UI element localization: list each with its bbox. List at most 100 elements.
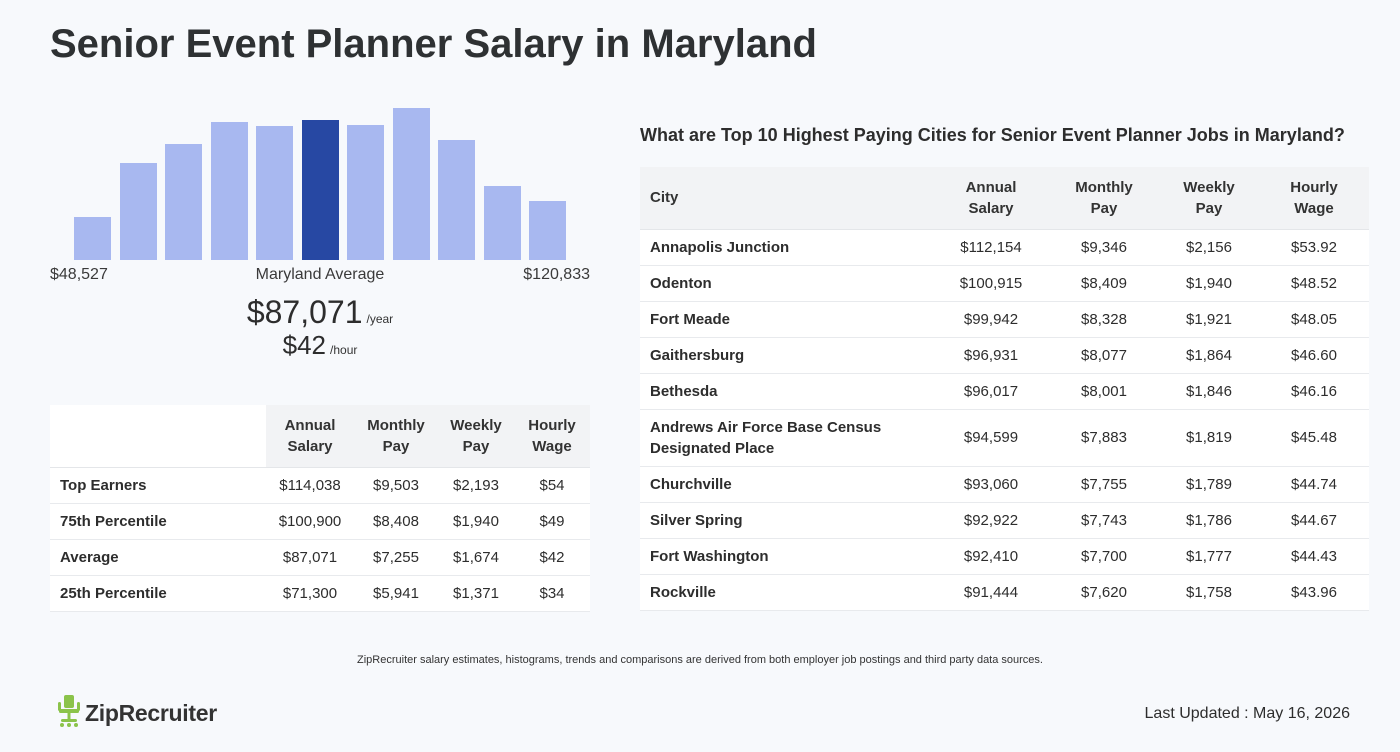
monthly-pay-cell: $7,255 xyxy=(354,539,438,576)
city-name: Odenton xyxy=(640,265,933,302)
weekly-pay-cell: $1,846 xyxy=(1159,373,1259,410)
table-row: Top Earners $114,038 $9,503 $2,193 $54 xyxy=(50,467,590,504)
monthly-pay-cell: $7,620 xyxy=(1049,574,1159,611)
percentile-table-header: Annual Salary Monthly Pay Weekly Pay Hourly… xyxy=(50,405,590,468)
annual-salary-cell: $100,915 xyxy=(933,265,1049,302)
table-row: Odenton $100,915 $8,409 $1,940 $48.52 xyxy=(640,265,1369,302)
monthly-pay-cell: $8,409 xyxy=(1049,265,1159,302)
average-hourly: $42/hour xyxy=(50,330,590,361)
header-hourly-wage: Hourly Wage xyxy=(514,405,590,468)
monthly-pay-cell: $5,941 xyxy=(354,575,438,612)
monthly-pay-cell: $7,755 xyxy=(1049,466,1159,503)
city-name: Rockville xyxy=(640,574,933,611)
histogram-min-label: $48,527 xyxy=(50,266,108,283)
table-row: Bethesda $96,017 $8,001 $1,846 $46.16 xyxy=(640,373,1369,410)
cities-section-title: What are Top 10 Highest Paying Cities fo… xyxy=(640,125,1345,145)
hourly-wage-cell: $42 xyxy=(514,539,590,576)
annual-salary-cell: $99,942 xyxy=(933,301,1049,338)
row-label: Top Earners xyxy=(50,467,266,504)
hourly-wage-cell: $44.74 xyxy=(1259,466,1369,503)
hourly-wage-cell: $45.48 xyxy=(1259,409,1369,467)
ziprecruiter-logo[interactable]: ZipRecruiter xyxy=(58,694,217,733)
weekly-pay-cell: $2,156 xyxy=(1159,229,1259,266)
city-name: Gaithersburg xyxy=(640,337,933,374)
histogram-bar xyxy=(74,217,111,260)
header-weekly-pay: Weekly Pay xyxy=(438,405,514,468)
annual-salary-cell: $91,444 xyxy=(933,574,1049,611)
monthly-pay-cell: $9,346 xyxy=(1049,229,1159,266)
page-title: Senior Event Planner Salary in Maryland xyxy=(50,22,817,66)
logo-wordmark: ZipRecruiter xyxy=(85,699,217,726)
histogram-max-label: $120,833 xyxy=(523,266,590,283)
hourly-wage-cell: $46.60 xyxy=(1259,337,1369,374)
header-annual-salary: Annual Salary xyxy=(266,405,354,468)
weekly-pay-cell: $1,758 xyxy=(1159,574,1259,611)
blank-header xyxy=(50,405,266,468)
annual-salary-cell: $92,410 xyxy=(933,538,1049,575)
histogram-bar xyxy=(256,126,293,260)
weekly-pay-cell: $1,921 xyxy=(1159,301,1259,338)
row-label: 25th Percentile xyxy=(50,575,266,612)
histogram-bar xyxy=(393,108,430,260)
percentile-table: Annual Salary Monthly Pay Weekly Pay Hourly… xyxy=(50,405,590,612)
monthly-pay-cell: $8,408 xyxy=(354,503,438,540)
weekly-pay-cell: $1,789 xyxy=(1159,466,1259,503)
histogram-bar xyxy=(438,140,475,260)
top-cities-table: City Annual Salary Monthly Pay Weekly Pay H… xyxy=(640,167,1369,611)
hourly-wage-cell: $44.67 xyxy=(1259,502,1369,539)
histogram-bar xyxy=(120,163,157,260)
city-name: Fort Washington xyxy=(640,538,933,575)
average-yearly-unit: /year xyxy=(366,312,394,326)
monthly-pay-cell: $7,700 xyxy=(1049,538,1159,575)
histogram-range: $48,527 Maryland Average $120,833 xyxy=(50,266,590,286)
table-row: Churchville $93,060 $7,755 $1,789 $44.74 xyxy=(640,466,1369,503)
city-name: Churchville xyxy=(640,466,933,503)
hourly-wage-cell: $53.92 xyxy=(1259,229,1369,266)
table-row: 75th Percentile $100,900 $8,408 $1,940 $… xyxy=(50,503,590,540)
chair-icon xyxy=(58,694,80,733)
table-row: 25th Percentile $71,300 $5,941 $1,371 $3… xyxy=(50,575,590,612)
average-yearly-value: $87,071 xyxy=(246,294,363,330)
hourly-wage-cell: $49 xyxy=(514,503,590,540)
monthly-pay-cell: $8,077 xyxy=(1049,337,1159,374)
header-monthly-pay: Monthly Pay xyxy=(1049,167,1159,230)
weekly-pay-cell: $1,864 xyxy=(1159,337,1259,374)
header-monthly-pay: Monthly Pay xyxy=(354,405,438,468)
hourly-wage-cell: $46.16 xyxy=(1259,373,1369,410)
annual-salary-cell: $114,038 xyxy=(266,467,354,504)
row-label: 75th Percentile xyxy=(50,503,266,540)
weekly-pay-cell: $1,786 xyxy=(1159,502,1259,539)
average-hourly-value: $42 xyxy=(282,330,327,360)
annual-salary-cell: $92,922 xyxy=(933,502,1049,539)
city-name: Annapolis Junction xyxy=(640,229,933,266)
weekly-pay-cell: $2,193 xyxy=(438,467,514,504)
city-name: Andrews Air Force Base Census Designated … xyxy=(640,409,933,467)
annual-salary-cell: $100,900 xyxy=(266,503,354,540)
hourly-wage-cell: $43.96 xyxy=(1259,574,1369,611)
histogram-bar xyxy=(529,201,566,260)
table-row: Fort Washington $92,410 $7,700 $1,777 $4… xyxy=(640,538,1369,575)
hourly-wage-cell: $34 xyxy=(514,575,590,612)
cities-table-header: City Annual Salary Monthly Pay Weekly Pay H… xyxy=(640,167,1369,230)
city-name: Fort Meade xyxy=(640,301,933,338)
histogram-bar xyxy=(484,186,521,260)
table-row: Fort Meade $99,942 $8,328 $1,921 $48.05 xyxy=(640,301,1369,338)
annual-salary-cell: $96,931 xyxy=(933,337,1049,374)
hourly-wage-cell: $48.05 xyxy=(1259,301,1369,338)
histogram-bar xyxy=(347,125,384,260)
monthly-pay-cell: $7,883 xyxy=(1049,409,1159,467)
histogram-bar-average xyxy=(302,120,339,260)
histogram-bar xyxy=(211,122,248,260)
city-name: Silver Spring xyxy=(640,502,933,539)
header-annual-salary: Annual Salary xyxy=(933,167,1049,230)
header-hourly-wage: Hourly Wage xyxy=(1259,167,1369,230)
table-row: Rockville $91,444 $7,620 $1,758 $43.96 xyxy=(640,574,1369,611)
weekly-pay-cell: $1,819 xyxy=(1159,409,1259,467)
weekly-pay-cell: $1,674 xyxy=(438,539,514,576)
header-weekly-pay: Weekly Pay xyxy=(1159,167,1259,230)
histogram-average-label: Maryland Average xyxy=(255,266,385,283)
histogram-bar xyxy=(165,144,202,260)
monthly-pay-cell: $8,001 xyxy=(1049,373,1159,410)
annual-salary-cell: $93,060 xyxy=(933,466,1049,503)
average-yearly: $87,071/year xyxy=(50,294,590,331)
